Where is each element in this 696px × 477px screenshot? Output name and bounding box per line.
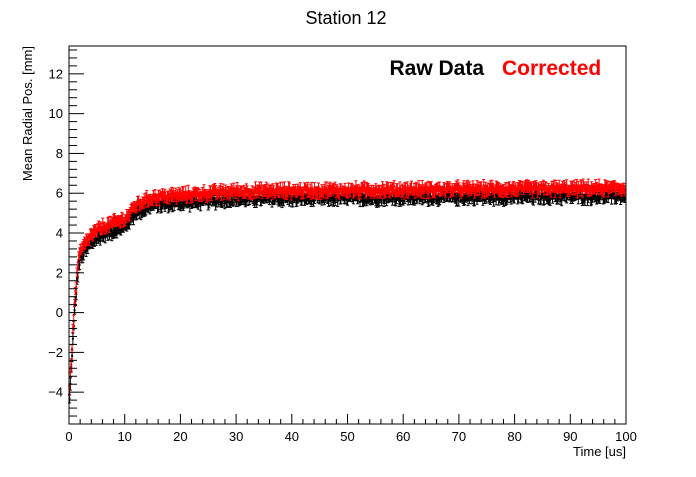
marker bbox=[83, 254, 85, 256]
marker bbox=[232, 202, 234, 204]
marker bbox=[74, 302, 76, 304]
marker bbox=[74, 309, 76, 311]
marker bbox=[284, 187, 286, 189]
marker bbox=[378, 201, 380, 203]
marker bbox=[386, 200, 388, 202]
marker bbox=[303, 192, 305, 194]
marker bbox=[69, 371, 71, 373]
marker bbox=[71, 348, 73, 350]
marker bbox=[72, 338, 74, 340]
marker bbox=[144, 203, 146, 205]
marker bbox=[197, 204, 199, 206]
marker bbox=[624, 198, 626, 200]
marker bbox=[326, 187, 328, 189]
marker bbox=[71, 355, 73, 357]
marker bbox=[75, 286, 77, 288]
marker bbox=[458, 199, 460, 201]
marker bbox=[311, 186, 313, 188]
marker bbox=[101, 230, 103, 232]
marker bbox=[381, 199, 383, 201]
marker bbox=[70, 363, 72, 365]
marker bbox=[221, 202, 223, 204]
marker bbox=[77, 265, 79, 267]
marker bbox=[260, 187, 262, 189]
marker bbox=[96, 232, 98, 234]
marker bbox=[334, 199, 336, 201]
chart-title: Station 12 bbox=[305, 8, 386, 28]
marker bbox=[164, 192, 166, 194]
